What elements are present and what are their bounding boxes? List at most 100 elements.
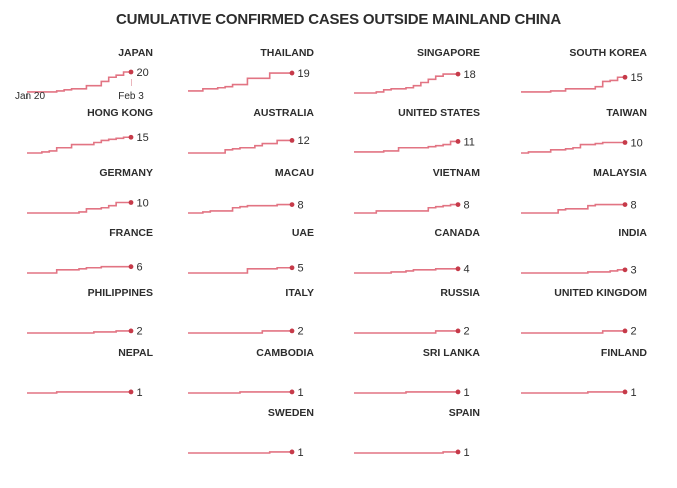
country-label: FINLAND [600,347,647,359]
chart-area: 2 [352,306,480,338]
end-point-dot [128,328,134,334]
chart-area: 3 [519,246,647,277]
country-panel-thailand: THAILAND 19 [153,46,314,106]
series-line [188,451,292,454]
chart-area: 8 [519,186,647,216]
chart-area: 1 [25,366,153,399]
final-value-label: 6 [137,262,143,274]
country-panel-finland: FINLAND 1 [480,346,647,406]
country-panel-malaysia: MALAYSIA 8 [480,166,647,226]
country-label: VIETNAM [432,167,480,179]
final-value-label: 1 [464,447,470,459]
country-label: MALAYSIA [593,167,647,179]
country-panel-cambodia: CAMBODIA 1 [153,346,314,406]
country-panel-hong-kong: HONG KONG 15 [0,106,153,166]
chart-area: 1 [186,366,314,399]
step-line-chart: 10 [521,137,643,154]
series-line [521,141,625,154]
step-line-chart: 11 [354,136,475,153]
final-value-label: 5 [298,263,304,275]
series-line [27,330,131,334]
final-value-label: 10 [631,137,643,149]
series-line [354,391,458,394]
final-value-label: 4 [464,264,470,276]
final-value-label: 2 [298,326,304,338]
final-value-label: 1 [137,387,143,399]
country-label: MACAU [274,167,314,179]
chart-area: 10 [519,126,647,156]
country-label: THAILAND [260,47,314,59]
page-title: CUMULATIVE CONFIRMED CASES OUTSIDE MAINL… [116,11,561,28]
series-line [188,203,292,214]
end-point-dot [622,267,628,273]
country-label: SWEDEN [267,407,314,419]
country-panel-canada: CANADA 4 [314,226,480,286]
end-point-dot [622,202,628,207]
end-point-dot [622,328,628,334]
step-line-chart: 1 [354,447,470,459]
country-label: SPAIN [448,407,480,419]
end-point-dot [289,449,295,455]
final-value-label: 15 [137,132,149,144]
chart-area: 10 [25,186,153,216]
step-line-chart: 6 [27,262,143,274]
series-line [354,140,458,153]
end-point-dot [455,389,461,395]
step-line-chart: 1 [188,447,304,459]
country-panel-sri-lanka: SRI LANKA 1 [314,346,480,406]
country-panel-united-kingdom: UNITED KINGDOM 2 [480,286,647,346]
step-line-chart: 2 [27,326,143,338]
chart-area: 1 [352,366,480,399]
step-line-chart: 15 [27,132,149,154]
chart-area: 19 [186,66,314,96]
step-line-chart: 3 [521,265,637,277]
step-line-chart: 1 [188,387,304,399]
series-line [354,73,458,94]
country-label: UNITED STATES [398,107,480,119]
series-line [188,391,292,394]
final-value-label: 15 [631,72,643,84]
country-label: CAMBODIA [256,347,314,359]
country-panel-vietnam: VIETNAM 8 [314,166,480,226]
country-panel-italy: ITALY 2 [153,286,314,346]
final-value-label: 11 [464,136,475,148]
series-line [188,139,292,154]
country-panel-india: INDIA 3 [480,226,647,286]
country-label: UAE [291,227,314,239]
final-value-label: 8 [464,199,470,211]
chart-area: 18 [352,66,480,96]
end-point-dot [455,449,461,455]
series-line [354,330,458,334]
series-line [354,451,458,454]
step-line-chart: 2 [354,326,470,338]
end-point-dot [455,328,461,334]
step-line-chart: 20 [27,67,149,93]
end-point-dot [289,328,295,334]
end-point-dot [289,138,295,143]
country-panel-australia: AUSTRALIA 12 [153,106,314,166]
chart-area: 12 [186,126,314,156]
country-label: HONG KONG [87,107,153,119]
series-line [521,203,625,214]
final-value-label: 1 [464,387,470,399]
series-line [521,76,625,93]
series-line [27,136,131,154]
country-panel-france: FRANCE 6 [0,226,153,286]
country-panel-japan: JAPAN 20 Jan 20 Feb 3 [0,46,153,106]
country-label: RUSSIA [440,287,480,299]
country-label: CANADA [434,227,481,239]
country-label: SRI LANKA [422,347,480,359]
series-line [521,391,625,394]
step-line-chart: 12 [188,135,310,154]
step-line-chart: 19 [188,68,310,92]
step-line-chart: 10 [27,197,149,214]
series-line [27,201,131,214]
step-line-chart: 8 [521,199,637,214]
country-panel-sweden: SWEDEN 1 [153,406,314,466]
series-line [188,266,292,274]
final-value-label: 12 [298,135,310,147]
country-label: GERMANY [99,167,153,179]
end-point-dot [622,389,628,395]
end-point-dot [289,265,295,271]
country-panel-united-states: UNITED STATES 11 [314,106,480,166]
